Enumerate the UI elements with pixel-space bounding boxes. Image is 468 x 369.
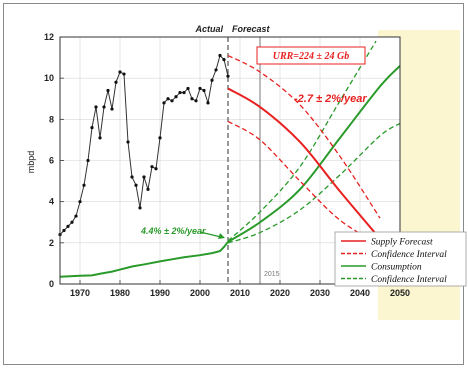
actual-production-point bbox=[186, 86, 190, 91]
urr-box bbox=[256, 46, 366, 65]
actual-production-point bbox=[222, 58, 226, 62]
actual-production-point bbox=[70, 220, 74, 224]
legend-label: Confidence Interval bbox=[371, 274, 447, 285]
actual-production-point bbox=[146, 187, 150, 191]
x-tick-label: 1990 bbox=[150, 288, 170, 298]
actual-production-point bbox=[154, 167, 158, 171]
growth-rate-label: 4.4% ± 2%/year bbox=[140, 226, 206, 236]
y-tick-label: 2 bbox=[49, 238, 54, 248]
actual-production-point bbox=[198, 86, 202, 91]
header-forecast: Forecast bbox=[232, 24, 271, 34]
actual-production-point bbox=[214, 68, 218, 72]
actual-production-point bbox=[158, 136, 162, 140]
y-tick-label: 10 bbox=[44, 73, 54, 83]
supply-upper-line bbox=[227, 54, 381, 219]
actual-production-point bbox=[114, 80, 118, 84]
x-tick-label: 1980 bbox=[110, 288, 130, 298]
decline-rate-label: -2.7 ± 2%/year bbox=[294, 93, 367, 105]
actual-production-point bbox=[62, 228, 66, 233]
actual-production-point bbox=[126, 140, 130, 144]
x-tick-label: 2030 bbox=[310, 288, 330, 298]
y-tick-label: 0 bbox=[49, 279, 54, 289]
actual-production-point bbox=[166, 97, 170, 101]
y-tick-label: 8 bbox=[49, 114, 54, 124]
actual-production-point bbox=[194, 99, 198, 103]
actual-production-point bbox=[110, 107, 114, 111]
growth-arrow bbox=[199, 231, 222, 238]
growth-arrowhead bbox=[218, 233, 225, 239]
y-tick-label: 12 bbox=[44, 32, 54, 42]
actual-production-point bbox=[202, 88, 206, 93]
actual-production-point bbox=[82, 183, 86, 187]
x-tick-label: 1970 bbox=[70, 288, 90, 298]
actual-production-point bbox=[122, 72, 126, 76]
legend-label: Consumption bbox=[371, 263, 422, 273]
actual-production-point bbox=[66, 224, 70, 228]
x-tick-label: 2020 bbox=[270, 288, 290, 298]
x-tick-label: 2040 bbox=[350, 288, 370, 298]
actual-production-point bbox=[134, 183, 138, 187]
actual-production-point bbox=[94, 105, 98, 109]
actual-production-point bbox=[102, 105, 106, 109]
actual-production-point bbox=[178, 90, 182, 95]
y-tick-label: 4 bbox=[49, 197, 54, 207]
legend-label: Confidence Interval bbox=[371, 249, 447, 260]
actual-production-points bbox=[58, 53, 230, 237]
actual-production-point bbox=[74, 214, 78, 218]
actual-production-point bbox=[210, 78, 214, 82]
urr-annotation: URR=224 ± 24 Gb bbox=[256, 46, 366, 65]
consumption-lower-line bbox=[227, 122, 400, 244]
actual-production-point bbox=[226, 74, 230, 78]
y-axis-label: mbpd bbox=[26, 151, 36, 174]
actual-production-point bbox=[142, 175, 146, 179]
actual-production-point bbox=[90, 125, 94, 130]
header-actual: Actual bbox=[194, 24, 223, 34]
year-marker-label: 2015 bbox=[264, 271, 280, 278]
x-tick-label: 2000 bbox=[190, 288, 210, 298]
urr-label: URR=224 ± 24 Gb bbox=[273, 51, 349, 62]
actual-production-point bbox=[218, 53, 222, 58]
actual-production-point bbox=[86, 158, 90, 163]
actual-production-point bbox=[138, 206, 142, 210]
consumption-history-line bbox=[60, 241, 229, 278]
actual-production-point bbox=[118, 70, 122, 74]
x-tick-label: 2010 bbox=[230, 288, 250, 298]
actual-production-point bbox=[150, 165, 154, 169]
actual-production-point bbox=[206, 101, 210, 105]
consumption-forecast-line bbox=[227, 65, 400, 243]
actual-production-point bbox=[170, 99, 174, 103]
actual-production-point bbox=[130, 175, 134, 179]
legend-label: Supply Forecast bbox=[371, 238, 433, 248]
x-tick-label: 2050 bbox=[390, 288, 410, 298]
actual-production-point bbox=[78, 200, 82, 204]
actual-production-point bbox=[174, 95, 178, 99]
actual-production-point bbox=[182, 90, 186, 95]
actual-production-point bbox=[162, 101, 166, 105]
y-tick-label: 6 bbox=[49, 156, 54, 166]
supply-forecast-line bbox=[227, 87, 381, 240]
actual-production-point bbox=[190, 97, 194, 101]
actual-production-point bbox=[106, 88, 110, 93]
axis-ticks: 1970 1980 1990 2000 2010 2020 2030 2040 2050 0 2 4 6… bbox=[44, 32, 410, 298]
actual-production-point bbox=[98, 136, 102, 140]
